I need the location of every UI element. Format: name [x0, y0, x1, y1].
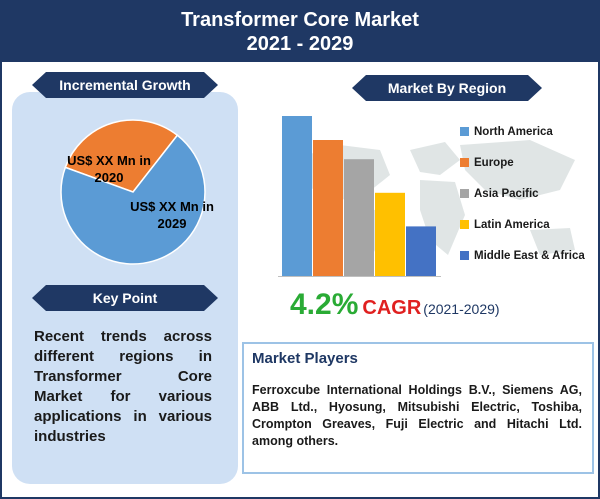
- region-bar-chart: [278, 116, 441, 277]
- cagr-period: (2021-2029): [423, 301, 500, 317]
- pie-slice-1: [60, 134, 206, 265]
- region-legend: North America Europe Asia Pacific Latin Ame…: [460, 116, 596, 271]
- legend-item: Europe: [460, 147, 596, 178]
- legend-label: North America: [474, 125, 553, 138]
- legend-item: North America: [460, 116, 596, 147]
- pie-label-2029: US$ XX Mn in 2029: [130, 199, 214, 231]
- page-title: Transformer Core Market: [181, 9, 419, 31]
- header-banner: Transformer Core Market 2021 - 2029: [2, 2, 598, 62]
- bar-latin-america: [375, 192, 405, 276]
- pie-slice-0: [64, 119, 179, 193]
- bar-asia-pacific: [344, 159, 374, 276]
- legend-swatch: [460, 189, 469, 198]
- legend-swatch: [460, 158, 469, 167]
- pie-chart: [60, 119, 206, 265]
- cagr-value: 4.2%: [290, 288, 359, 321]
- bar-north-america: [282, 116, 312, 276]
- market-players-text: Ferroxcube International Holdings B.V., …: [252, 383, 582, 448]
- legend-label: Middle East & Africa: [474, 249, 585, 262]
- incremental-growth-pie: [58, 117, 208, 267]
- cagr-label: CAGR: [362, 297, 422, 319]
- legend-swatch: [460, 220, 469, 229]
- incremental-growth-ribbon: Incremental Growth: [32, 72, 218, 98]
- page-subtitle-years: 2021 - 2029: [246, 33, 354, 55]
- key-point-ribbon: Key Point: [32, 285, 218, 311]
- bar-europe: [313, 140, 343, 276]
- bars-group: [282, 116, 436, 276]
- legend-item: Middle East & Africa: [460, 240, 596, 271]
- market-players-box: Market Players Ferroxcube International …: [242, 342, 594, 474]
- market-players-title: Market Players: [252, 350, 358, 367]
- legend-label: Latin America: [474, 218, 550, 231]
- key-point-text: Recent trends across different regions i…: [34, 328, 212, 445]
- legend-item: Latin America: [460, 209, 596, 240]
- legend-label: Europe: [474, 156, 514, 169]
- legend-swatch: [460, 127, 469, 136]
- bar-middle-east-africa: [406, 226, 436, 276]
- cagr-block: 4.2% CAGR (2021-2029): [290, 288, 590, 322]
- legend-swatch: [460, 251, 469, 260]
- market-by-region-ribbon: Market By Region: [352, 75, 542, 101]
- pie-label-2020: US$ XX Mn in 2020: [67, 153, 151, 185]
- legend-label: Asia Pacific: [474, 187, 539, 200]
- legend-item: Asia Pacific: [460, 178, 596, 209]
